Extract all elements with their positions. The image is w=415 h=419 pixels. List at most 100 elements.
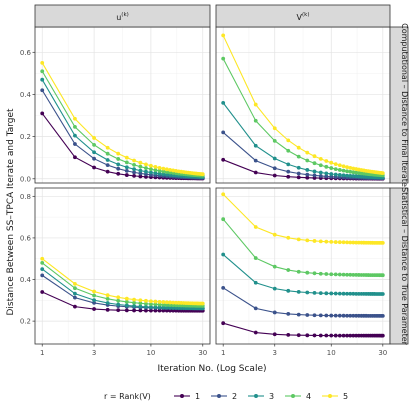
data-point-3-17 bbox=[174, 305, 178, 310]
data-point-5-8 bbox=[138, 160, 143, 165]
data-point-4-9 bbox=[144, 166, 148, 170]
data-point-3-14 bbox=[345, 173, 349, 178]
data-point-4-13 bbox=[161, 302, 166, 307]
data-point-1-11 bbox=[153, 308, 158, 313]
data-point-5-17 bbox=[354, 240, 359, 245]
y-tick-label: 0.4 bbox=[20, 91, 32, 99]
axes-layer: 0.0 0.2 0.4 0.6 0.2 0.4 0.6 0.8 1 3 10 30 1 3 10 30 bbox=[20, 49, 387, 357]
data-point-3-13 bbox=[341, 291, 346, 296]
data-point-3-8 bbox=[138, 168, 143, 173]
data-point-5-15 bbox=[348, 240, 353, 245]
data-point-4-11 bbox=[333, 167, 338, 171]
row-strip-label: Statistical – Distance to True Parameter bbox=[400, 187, 409, 346]
data-point-4-4 bbox=[105, 151, 110, 156]
data-point-2-4 bbox=[286, 312, 291, 316]
data-point-1-7 bbox=[132, 173, 136, 178]
row-strip-label: Computational – Distance to Final Iterat… bbox=[400, 23, 409, 187]
x-tick-label: 3 bbox=[273, 349, 277, 357]
data-point-2-3 bbox=[272, 166, 277, 171]
data-point-5-11 bbox=[333, 162, 338, 166]
data-point-5-3 bbox=[272, 232, 277, 237]
data-point-5-10 bbox=[149, 299, 153, 304]
x-tick-label: 3 bbox=[92, 349, 96, 357]
data-point-5-9 bbox=[144, 162, 148, 167]
data-point-3-4 bbox=[105, 158, 110, 162]
data-point-5-16 bbox=[171, 168, 176, 173]
data-point-4-2 bbox=[73, 286, 77, 291]
data-point-1-3 bbox=[272, 332, 277, 337]
legend-key-point bbox=[180, 394, 184, 398]
data-point-3-11 bbox=[333, 291, 338, 296]
data-point-2-6 bbox=[124, 169, 129, 173]
data-point-4-6 bbox=[305, 270, 310, 275]
data-point-3-9 bbox=[324, 171, 329, 176]
data-point-5-16 bbox=[351, 240, 356, 245]
data-point-3-11 bbox=[333, 172, 338, 177]
data-point-4-6 bbox=[305, 158, 310, 163]
data-point-2-5 bbox=[296, 312, 301, 317]
data-point-3-11 bbox=[153, 171, 158, 176]
data-point-4-14 bbox=[164, 170, 169, 174]
data-point-3-12 bbox=[157, 171, 162, 176]
data-point-1-6 bbox=[124, 308, 129, 313]
data-point-3-10 bbox=[329, 291, 334, 296]
series-group-1-0 bbox=[40, 256, 205, 313]
panel-border bbox=[34, 187, 211, 345]
data-point-3-8 bbox=[318, 291, 323, 296]
data-point-5-6 bbox=[124, 296, 129, 301]
data-point-5-7 bbox=[312, 154, 317, 159]
strips-layer: u(k) V(k) Computational – Distance to Fina… bbox=[34, 4, 409, 346]
legend-label: 1 bbox=[195, 392, 200, 401]
data-point-2-4 bbox=[286, 169, 291, 174]
data-point-2-30 bbox=[380, 313, 385, 318]
data-point-1-17 bbox=[354, 333, 359, 338]
data-point-5-1 bbox=[221, 192, 226, 197]
data-point-3-14 bbox=[345, 291, 349, 296]
data-point-2-7 bbox=[312, 313, 317, 318]
data-point-4-5 bbox=[296, 269, 301, 274]
data-point-5-9 bbox=[324, 159, 329, 163]
data-point-4-4 bbox=[105, 296, 110, 301]
data-point-3-10 bbox=[149, 170, 153, 175]
data-point-1-12 bbox=[157, 308, 162, 313]
data-point-1-3 bbox=[272, 173, 277, 178]
x-tick-label: 10 bbox=[146, 349, 155, 357]
data-point-4-15 bbox=[168, 303, 172, 307]
data-point-3-6 bbox=[305, 168, 310, 172]
data-point-5-7 bbox=[312, 239, 317, 243]
y-tick-label: 0.8 bbox=[20, 193, 31, 201]
data-point-1-1 bbox=[40, 290, 45, 294]
data-point-4-6 bbox=[124, 160, 129, 165]
data-point-1-8 bbox=[138, 174, 143, 179]
data-point-5-2 bbox=[73, 281, 77, 286]
data-point-5-5 bbox=[116, 295, 121, 300]
data-point-1-4 bbox=[105, 169, 110, 174]
data-point-3-13 bbox=[161, 305, 166, 310]
data-point-2-14 bbox=[345, 313, 349, 318]
panel-0-1 bbox=[216, 27, 390, 183]
column-strip-1: V(k) bbox=[215, 4, 391, 28]
data-point-2-15 bbox=[348, 313, 353, 318]
data-point-4-16 bbox=[351, 272, 356, 277]
data-point-4-12 bbox=[337, 168, 342, 172]
data-point-5-3 bbox=[92, 136, 96, 140]
data-point-4-13 bbox=[161, 169, 166, 174]
data-point-5-14 bbox=[164, 300, 169, 305]
column-strip-0: u(k) bbox=[34, 4, 211, 28]
data-point-4-8 bbox=[318, 163, 323, 168]
legend-label: 4 bbox=[306, 392, 311, 401]
data-point-1-8 bbox=[138, 308, 143, 313]
data-point-2-8 bbox=[138, 171, 143, 176]
data-point-3-12 bbox=[337, 291, 342, 296]
y-tick-label: 0.4 bbox=[20, 276, 32, 284]
data-point-1-8 bbox=[318, 333, 323, 338]
data-point-3-9 bbox=[144, 304, 148, 309]
data-point-4-5 bbox=[296, 154, 301, 159]
data-point-5-10 bbox=[149, 163, 153, 168]
data-point-1-1 bbox=[40, 111, 45, 116]
data-point-2-2 bbox=[73, 142, 77, 146]
data-point-1-2 bbox=[253, 170, 258, 175]
data-point-4-14 bbox=[345, 169, 349, 174]
row-strip-0: Computational – Distance to Final Iterat… bbox=[389, 23, 409, 187]
column-strip-label: u(k) bbox=[116, 12, 129, 22]
